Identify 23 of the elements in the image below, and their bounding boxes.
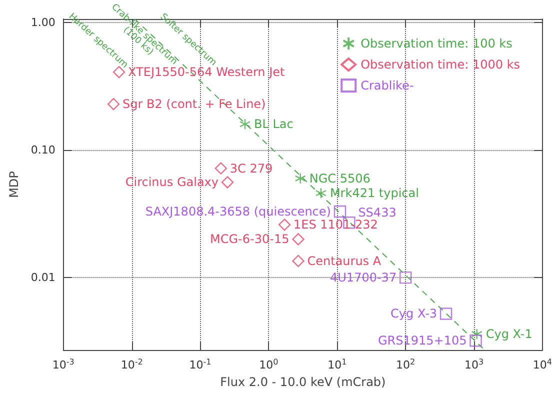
legend-label: Observation time: 100 ks — [360, 36, 512, 50]
annotation: Sgr B2 (cont. + Fe Line) — [122, 97, 266, 112]
x-axis-title: Flux 2.0 - 10.0 keV (mCrab) — [220, 375, 386, 389]
legend-label: Observation time: 1000 ks — [360, 58, 520, 72]
y-tick-label: 0.10 — [30, 144, 56, 157]
annotation: Circinus Galaxy — [125, 175, 218, 190]
annotation: NGC 5506 — [309, 171, 370, 186]
annotation: Cyg X-3 — [390, 306, 438, 321]
y-tick-label: 0.01 — [30, 271, 56, 284]
annotation: 4U1700-37 — [330, 270, 397, 285]
annotation: SAXJ1808.4-3658 (quiescence) — [145, 204, 331, 218]
annotation: BL Lac — [254, 117, 294, 132]
annotation: XTEJ1550-564 Western Jet — [128, 65, 286, 80]
y-axis-title: MDP — [7, 171, 21, 198]
annotation: SS433 — [358, 206, 396, 220]
annotation: 3C 279 — [230, 161, 273, 176]
annotation: Mrk421 typical — [330, 186, 419, 200]
legend-label: Crablike- — [360, 78, 414, 92]
annotation: Centaurus A — [307, 254, 382, 268]
y-tick-label: 1.00 — [30, 16, 56, 30]
annotation: GRS1915+105 — [378, 334, 467, 348]
annotation: Cyg X-1 — [486, 327, 532, 342]
annotation: MCG-6-30-15 — [210, 232, 290, 246]
